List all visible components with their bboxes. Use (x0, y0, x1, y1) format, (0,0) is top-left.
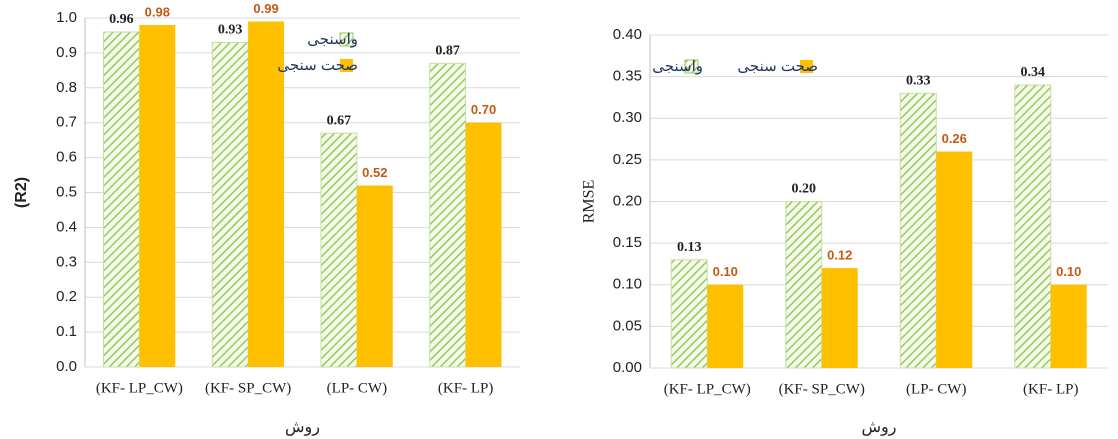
y-tick-label: 0.9 (56, 44, 77, 61)
bar (320, 132, 358, 368)
bar (899, 92, 937, 369)
bar (785, 201, 823, 369)
y-tick-label: 0.1 (56, 323, 77, 340)
value-label: 0.10 (1056, 264, 1081, 279)
value-label: 0.98 (145, 4, 170, 19)
y-tick-label: 0.35 (613, 68, 642, 85)
legend-label: واسنجی (307, 31, 358, 48)
bar (356, 185, 393, 367)
y-axis-label: (R2) (13, 177, 30, 208)
value-label: 0.70 (471, 102, 496, 117)
legend-label: صحت سنجی (277, 57, 358, 74)
x-tick-label: (LP- CW) (327, 380, 387, 396)
x-tick-label: (KF- SP_CW) (779, 381, 865, 397)
x-axis-label: روش (285, 419, 320, 436)
legend-swatch (684, 59, 699, 74)
value-label: 0.52 (362, 165, 387, 180)
bar (429, 62, 467, 368)
bar (1014, 84, 1052, 369)
legend-swatch (339, 32, 354, 47)
value-label: 0.26 (942, 131, 967, 146)
y-tick-label: 0.00 (613, 359, 642, 376)
bar (670, 259, 708, 369)
x-tick-label: (LP- CW) (906, 381, 966, 397)
value-label: 0.10 (713, 264, 738, 279)
value-label: 0.87 (435, 44, 460, 59)
value-label: 0.20 (792, 182, 817, 197)
y-tick-label: 0.25 (613, 151, 642, 168)
x-tick-label: (KF- LP) (1023, 381, 1078, 397)
bar (465, 122, 502, 367)
value-label: 0.93 (218, 23, 243, 38)
bar (102, 31, 140, 368)
y-tick-label: 0.20 (613, 192, 642, 209)
y-tick-label: 0.2 (56, 288, 77, 305)
y-tick-label: 1.0 (56, 9, 77, 26)
bar (248, 21, 285, 368)
y-tick-label: 0.8 (56, 79, 77, 96)
bar (211, 41, 249, 368)
value-label: 0.13 (677, 240, 702, 255)
y-axis-label: RMSE (581, 180, 598, 224)
x-tick-label: (KF- SP_CW) (205, 380, 291, 396)
bar (707, 284, 744, 368)
x-tick-label: (KF- LP_CW) (664, 381, 751, 397)
x-tick-label: (KF- LP) (438, 380, 493, 396)
bar (139, 24, 176, 367)
bar (821, 268, 858, 368)
value-label: 0.96 (109, 12, 134, 27)
y-tick-label: 0.10 (613, 276, 642, 293)
y-tick-label: 0.40 (613, 26, 642, 43)
y-tick-label: 0.5 (56, 183, 77, 200)
y-tick-label: 0.05 (613, 317, 642, 334)
bar (936, 151, 973, 368)
legend-swatch (340, 59, 353, 72)
y-tick-label: 0.4 (56, 218, 77, 235)
x-tick-label: (KF- LP_CW) (96, 380, 183, 396)
y-tick-label: 0.15 (613, 234, 642, 251)
value-label: 0.33 (906, 73, 931, 88)
legend-swatch (800, 60, 813, 73)
value-label: 0.99 (253, 1, 278, 16)
y-tick-label: 0.30 (613, 109, 642, 126)
y-tick-label: 0.3 (56, 253, 77, 270)
legend-label: واسنجی (652, 58, 703, 75)
y-tick-label: 0.0 (56, 358, 77, 375)
value-label: 0.67 (327, 113, 352, 128)
y-tick-label: 0.7 (56, 114, 77, 131)
y-tick-label: 0.6 (56, 149, 77, 166)
legend-label: صحت سنجی (737, 58, 818, 75)
x-axis-label: روش (862, 419, 897, 436)
bar (1050, 284, 1087, 368)
value-label: 0.34 (1021, 65, 1046, 80)
value-label: 0.12 (827, 248, 852, 263)
